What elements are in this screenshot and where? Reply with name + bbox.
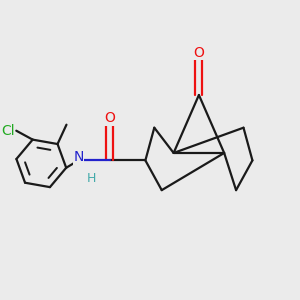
Text: Cl: Cl xyxy=(1,124,15,138)
Text: O: O xyxy=(104,111,115,125)
Text: N: N xyxy=(73,150,84,164)
Text: O: O xyxy=(194,46,204,60)
Text: H: H xyxy=(87,172,96,185)
